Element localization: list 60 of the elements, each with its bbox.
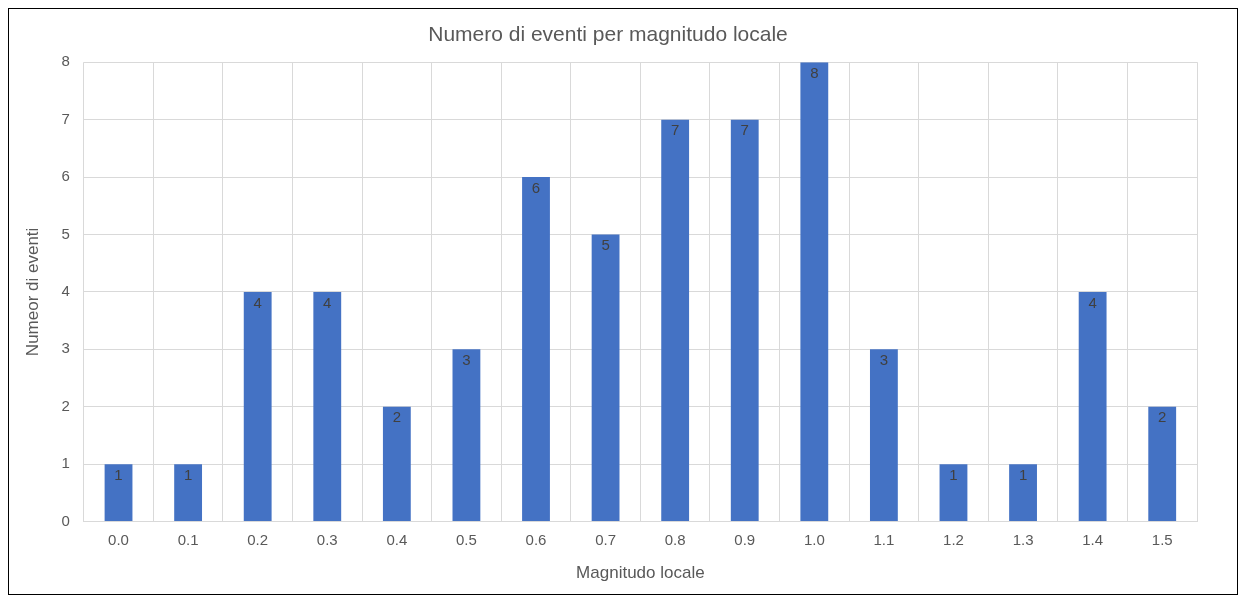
x-tick-label: 0.8 [664,530,686,548]
x-tick-label: 0.9 [734,530,756,548]
y-tick-label: 8 [61,52,70,70]
bar [661,119,690,522]
x-tick-label: 1.3 [1012,530,1034,548]
bar [452,349,481,522]
x-tick-label: 0.7 [595,530,617,548]
x-tick-label: 0.3 [316,530,338,548]
data-label: 1 [1018,465,1028,483]
data-label: 2 [1158,408,1167,426]
bar [939,464,968,522]
x-tick-label: 1.0 [803,530,825,548]
bar [174,464,203,522]
x-tick-label: 0.1 [177,530,199,548]
y-axis-title: Numeor di eventi [22,227,42,357]
x-tick-label: 1.4 [1082,530,1104,548]
data-label: 7 [670,121,680,139]
x-tick-label: 1.1 [873,530,895,548]
y-tick-label: 0 [61,511,70,529]
data-label: 1 [183,465,193,483]
data-label: 4 [323,293,332,311]
x-tick-label: 0.4 [386,530,408,548]
bar [869,349,898,522]
data-label: 3 [462,350,471,368]
x-tick-label: 0.0 [108,530,129,548]
y-tick-label: 2 [61,396,70,414]
y-tick-label: 4 [61,282,70,300]
bar [522,177,550,522]
bar [1078,291,1107,522]
data-label: 6 [531,178,541,196]
bar [800,62,829,522]
data-label: 4 [1088,293,1097,311]
bar [313,291,342,522]
x-tick-label: 1.5 [1151,530,1173,548]
bar [730,119,759,522]
x-tick-label: 0.5 [455,530,477,548]
bar [1148,406,1177,522]
y-tick-label: 1 [61,454,70,472]
data-label: 4 [253,293,262,311]
y-tick-label: 5 [61,224,70,242]
x-tick-label: 1.2 [943,530,964,548]
y-tick-label: 3 [61,339,70,357]
bar [243,291,272,522]
y-tick-label: 6 [61,167,70,185]
data-label: 2 [392,408,402,426]
bar [1009,464,1037,522]
data-label: 8 [810,63,819,81]
x-axis-title: Magnitudo locale [576,563,705,583]
data-label: 5 [601,236,610,254]
data-label: 1 [949,465,958,483]
chart-title: Numero di eventi per magnitudo locale [428,22,788,46]
data-label: 7 [740,121,749,139]
bar [591,234,620,522]
data-label: 1 [114,465,123,483]
y-tick-label: 7 [61,109,70,127]
x-tick-label: 0.6 [525,530,547,548]
x-tick-label: 0.2 [247,530,269,548]
data-label: 3 [879,350,889,368]
bar [104,464,133,522]
bar [382,406,411,522]
